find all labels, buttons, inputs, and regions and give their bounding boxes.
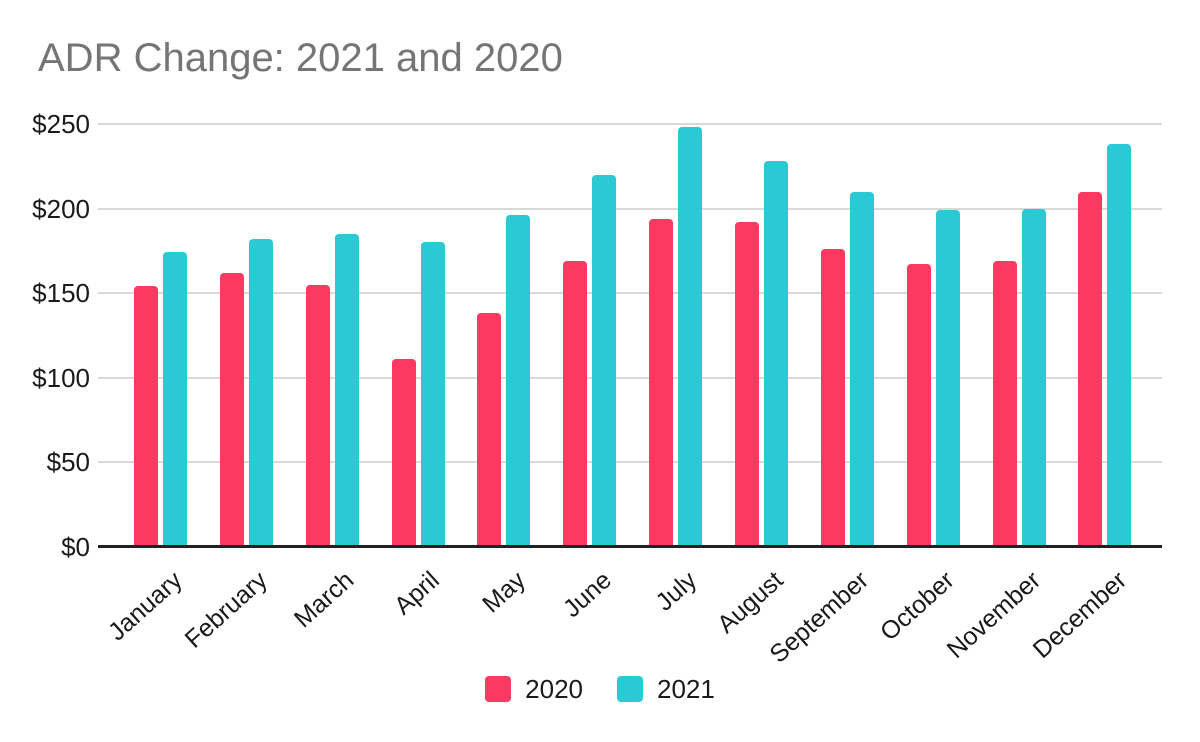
bar-2020-august xyxy=(734,222,759,547)
legend-swatch-2021 xyxy=(617,676,643,702)
x-axis-label-march: March xyxy=(288,566,359,634)
bar-2020-may xyxy=(477,313,502,547)
legend-label-2021: 2021 xyxy=(657,673,715,704)
bar-2021-november xyxy=(1021,208,1046,547)
bar-2020-november xyxy=(992,260,1017,547)
y-axis-label-0: $0 xyxy=(61,531,90,562)
legend-item-2021: 2021 xyxy=(617,674,715,705)
bar-2020-december xyxy=(1078,191,1103,547)
x-axis-label-june: June xyxy=(557,566,617,624)
x-axis-label-december: December xyxy=(1027,566,1132,664)
y-axis-label-100: $100 xyxy=(32,362,90,393)
bar-2020-october xyxy=(906,264,931,547)
bar-2020-april xyxy=(391,358,416,547)
chart-legend: 2020 2021 xyxy=(0,672,1200,706)
bar-2021-december xyxy=(1107,144,1132,547)
gridline-150 xyxy=(98,292,1162,294)
bar-2021-may xyxy=(506,215,531,547)
bar-2020-march xyxy=(305,284,330,547)
bar-2020-september xyxy=(820,249,845,547)
bar-2021-october xyxy=(935,210,960,547)
bar-2020-july xyxy=(649,218,674,547)
x-axis-line xyxy=(98,545,1162,548)
x-axis-label-april: April xyxy=(388,566,445,621)
bar-2020-june xyxy=(563,260,588,547)
x-axis-label-january: January xyxy=(102,566,188,647)
gridline-100 xyxy=(98,376,1162,379)
y-axis-label-250: $250 xyxy=(32,109,90,139)
x-axis-label-august: August xyxy=(711,566,789,639)
gridline-200 xyxy=(98,207,1162,210)
x-axis-label-november: November xyxy=(941,566,1046,664)
bar-2021-march xyxy=(334,233,359,547)
bar-2021-january xyxy=(163,252,187,547)
x-axis-label-october: October xyxy=(875,566,960,647)
y-axis-label-150: $150 xyxy=(32,278,90,308)
legend-label-2020: 2020 xyxy=(525,673,583,704)
legend-swatch-2020 xyxy=(485,676,512,702)
bar-2021-august xyxy=(763,161,788,547)
chart-title: ADR Change: 2021 and 2020 xyxy=(38,36,563,80)
gridline-50 xyxy=(98,461,1162,463)
bar-2020-january xyxy=(134,286,158,547)
legend-item-2020: 2020 xyxy=(485,674,583,705)
x-axis-label-may: May xyxy=(476,566,531,619)
x-axis-label-july: July xyxy=(650,566,703,617)
bar-2021-february xyxy=(248,238,273,547)
bar-2021-april xyxy=(420,242,445,547)
gridline-250 xyxy=(98,123,1162,125)
x-axis-label-february: February xyxy=(180,566,274,654)
y-axis-label-50: $50 xyxy=(46,447,90,477)
bar-2020-february xyxy=(219,272,244,547)
bar-2021-june xyxy=(592,174,617,547)
bar-2021-september xyxy=(849,191,874,547)
bar-2021-july xyxy=(678,127,703,547)
y-axis-label-200: $200 xyxy=(32,193,90,224)
